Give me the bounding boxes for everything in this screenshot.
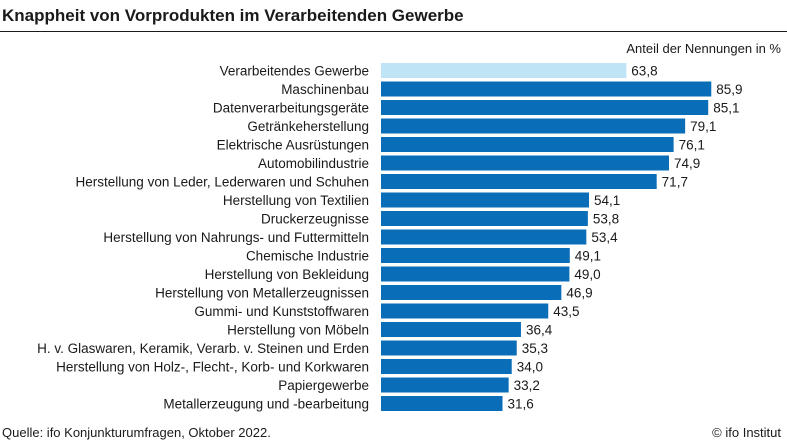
copyright-note: © ifo Institut — [712, 425, 781, 440]
category-label: Verarbeitendes Gewerbe — [220, 64, 369, 79]
category-label: Herstellung von Nahrungs- und Futtermitt… — [103, 230, 369, 245]
category-label: Gummi- und Kunststoffwaren — [194, 304, 369, 319]
category-label: H. v. Glaswaren, Keramik, Verarb. v. Ste… — [37, 341, 369, 356]
bar — [381, 192, 590, 208]
category-label: Herstellung von Metallerzeugnissen — [155, 286, 369, 301]
category-label: Automobilindustrie — [258, 156, 369, 171]
value-label: 53,4 — [591, 230, 618, 245]
bar — [381, 285, 562, 300]
bar — [381, 137, 674, 152]
value-label: 71,7 — [662, 175, 688, 190]
bar — [381, 377, 509, 393]
category-label: Maschinenbau — [281, 82, 369, 97]
category-label: Herstellung von Möbeln — [227, 323, 369, 338]
value-label: 33,2 — [514, 378, 540, 393]
category-label: Herstellung von Holz-, Flecht-, Korb- un… — [56, 360, 369, 375]
bar — [381, 248, 570, 263]
bar — [381, 303, 549, 319]
category-label: Chemische Industrie — [246, 249, 369, 264]
category-label: Herstellung von Textilien — [223, 193, 369, 208]
value-label: 74,9 — [674, 156, 700, 171]
bar — [381, 155, 669, 171]
category-label: Papiergewerbe — [278, 378, 369, 393]
title-divider — [0, 31, 787, 32]
category-label: Herstellung von Leder, Lederwaren und Sc… — [76, 175, 369, 190]
category-label: Elektrische Ausrüstungen — [217, 138, 369, 153]
value-label: 46,9 — [566, 286, 592, 301]
value-label: 79,1 — [690, 119, 716, 134]
value-label: 49,0 — [574, 267, 600, 282]
value-label: 36,4 — [526, 323, 553, 338]
value-label: 85,1 — [713, 101, 739, 116]
category-label: Druckerzeugnisse — [261, 212, 369, 227]
value-label: 35,3 — [522, 341, 548, 356]
value-label: 54,1 — [594, 193, 620, 208]
category-label: Datenverarbeitungsgeräte — [213, 101, 369, 116]
value-label: 43,5 — [553, 304, 579, 319]
value-label: 76,1 — [679, 138, 705, 153]
category-label: Getränkeherstellung — [247, 119, 369, 134]
source-note: Quelle: ifo Konjunkturumfragen, Oktober … — [2, 425, 271, 440]
bar — [381, 266, 570, 282]
category-label: Herstellung von Bekleidung — [205, 267, 369, 282]
value-label: 31,6 — [508, 397, 534, 412]
bar — [381, 100, 709, 115]
bar — [381, 229, 587, 245]
value-label: 85,9 — [716, 82, 742, 97]
bar — [381, 396, 503, 411]
bar — [381, 118, 686, 134]
value-label: 34,0 — [517, 360, 543, 375]
value-label: 53,8 — [593, 212, 619, 227]
unit-label: Anteil der Nennungen in % — [626, 41, 781, 56]
value-label: 49,1 — [575, 249, 601, 264]
bar — [381, 322, 521, 337]
chart-title: Knappheit von Vorprodukten im Verarbeite… — [2, 6, 464, 25]
bar — [381, 81, 712, 97]
bar — [381, 359, 512, 374]
bar — [381, 211, 588, 226]
category-label: Metallerzeugung und -bearbeitung — [163, 397, 369, 412]
value-label: 63,8 — [631, 64, 657, 79]
bar — [381, 340, 517, 356]
bar — [381, 174, 657, 189]
bar-highlight — [381, 63, 627, 78]
